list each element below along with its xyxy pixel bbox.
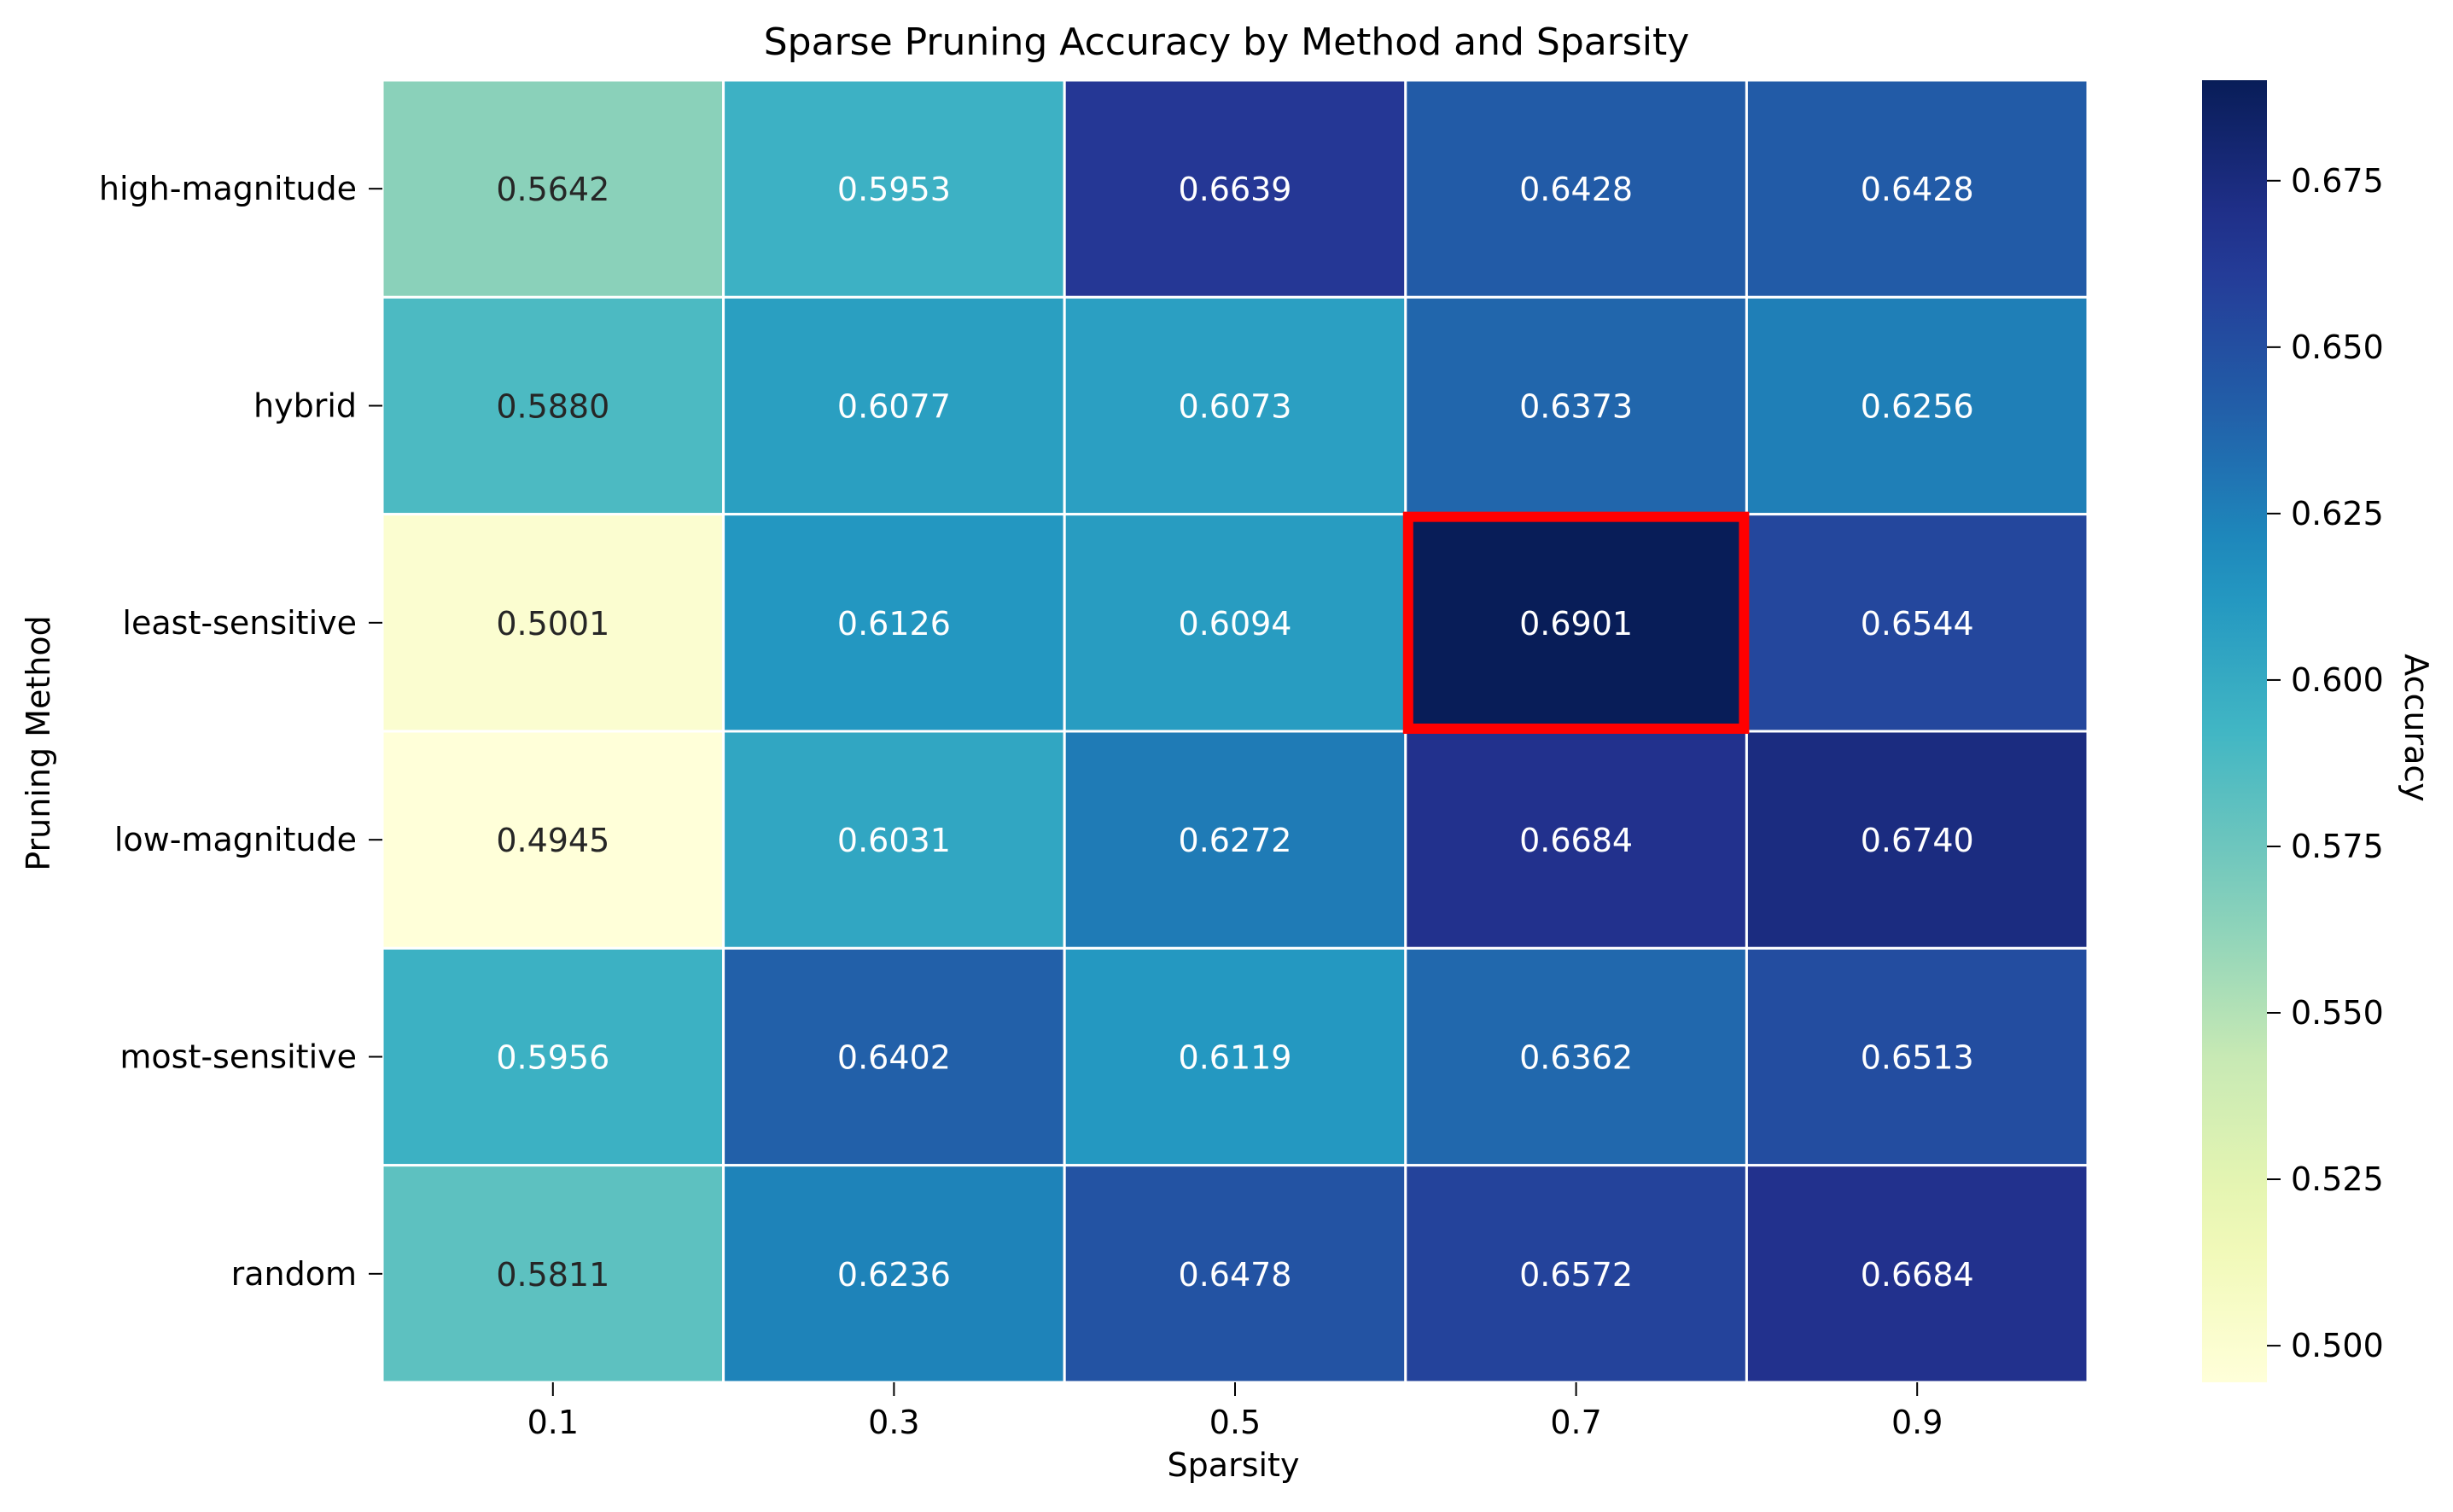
- cell-value-label: 0.5811: [496, 1256, 609, 1294]
- cell-value-label: 0.6362: [1519, 1039, 1633, 1077]
- x-tick-label: 0.1: [527, 1404, 579, 1441]
- cell-value-label: 0.6639: [1179, 171, 1292, 208]
- heatmap-cell: [1063, 79, 1407, 299]
- cell-value-label: 0.5880: [496, 388, 609, 426]
- heatmap-cell: [1745, 513, 2089, 733]
- y-tick-label: low-magnitude: [114, 821, 357, 858]
- x-axis-label: Sparsity: [1168, 1446, 1300, 1484]
- colorbar-label: Accuracy: [2398, 654, 2435, 802]
- cell-value-label: 0.6544: [1861, 605, 1974, 643]
- colorbar-tick-label: 0.525: [2291, 1160, 2384, 1198]
- colorbar-tick-label: 0.575: [2291, 828, 2384, 865]
- cell-value-label: 0.4945: [496, 822, 609, 859]
- cell-value-label: 0.6031: [837, 822, 951, 859]
- heatmap-cell: [1745, 79, 2089, 299]
- heatmap-cell: [722, 513, 1066, 733]
- heatmap-cell: [1063, 946, 1407, 1167]
- cell-value-label: 0.6684: [1519, 822, 1633, 859]
- heatmap-cell: [1745, 946, 2089, 1167]
- colorbar-tick-label: 0.500: [2291, 1327, 2384, 1364]
- heatmap-cell: [1063, 730, 1407, 950]
- heatmap-cell: [1404, 79, 1748, 299]
- cell-value-label: 0.6373: [1519, 388, 1633, 426]
- y-axis: high-magnitude hybrid least-sensitive low-m…: [99, 170, 382, 1293]
- colorbar-tick-label: 0.625: [2291, 495, 2384, 532]
- colorbar-tick-label: 0.675: [2291, 162, 2384, 200]
- cell-value-label: 0.6901: [1519, 605, 1633, 643]
- highlight-layer: [1402, 511, 1750, 735]
- cell-value-label: 0.6236: [837, 1256, 951, 1294]
- cell-value-label: 0.5956: [496, 1039, 609, 1077]
- x-tick-label: 0.7: [1550, 1404, 1601, 1441]
- heatmap-cell: [722, 79, 1066, 299]
- cell-value-label: 0.6094: [1179, 605, 1292, 643]
- y-tick-label: most-sensitive: [119, 1038, 357, 1076]
- cell-value-label: 0.6572: [1519, 1256, 1633, 1294]
- cell-value-label: 0.6256: [1861, 388, 1974, 426]
- heatmap-cell: [381, 79, 725, 299]
- colorbar-tick-label: 0.650: [2291, 329, 2384, 366]
- heatmap-cell: [381, 295, 725, 516]
- cell-value-label: 0.6478: [1179, 1256, 1292, 1294]
- heatmap-cell: [1404, 730, 1748, 950]
- cell-value-label: 0.6402: [837, 1039, 951, 1077]
- colorbar: 0.500 0.525 0.550 0.575 0.600 0.625 0.650 0.675: [2202, 80, 2384, 1382]
- cell-value-label: 0.6119: [1179, 1039, 1292, 1077]
- cell-value-label: 0.5642: [496, 171, 609, 208]
- heatmap-cell: [1745, 730, 2089, 950]
- x-axis: 0.1 0.3 0.5 0.7 0.9: [527, 1382, 1943, 1441]
- y-axis-label: Pruning Method: [20, 615, 57, 870]
- heatmap-cell: [722, 1164, 1066, 1384]
- heatmap-cells: 0.5642 0.5953 0.6639 0.6428 0.6428 0.5880 0.60…: [381, 79, 2089, 1384]
- cell-value-label: 0.5001: [496, 605, 609, 643]
- heatmap-cell: [1404, 1164, 1748, 1384]
- cell-value-label: 0.6740: [1861, 822, 1974, 859]
- x-tick-label: 0.3: [868, 1404, 919, 1441]
- heatmap-cell: [1745, 1164, 2089, 1384]
- cell-value-label: 0.6513: [1861, 1039, 1974, 1077]
- heatmap-cell: [1063, 1164, 1407, 1384]
- x-tick-label: 0.5: [1209, 1404, 1261, 1441]
- heatmap-cell: [1063, 513, 1407, 733]
- colorbar-gradient: [2202, 80, 2267, 1382]
- cell-value-label: 0.5953: [837, 171, 951, 208]
- cell-value-label: 0.6428: [1519, 171, 1633, 208]
- highlight-box: [1402, 511, 1750, 735]
- colorbar-tick-label: 0.600: [2291, 661, 2384, 699]
- cell-value-label: 0.6428: [1861, 171, 1974, 208]
- y-tick-label: hybrid: [253, 387, 357, 425]
- cell-value-label: 0.6073: [1179, 388, 1292, 426]
- cell-value-label: 0.6077: [837, 388, 951, 426]
- heatmap-cell: [1063, 295, 1407, 516]
- y-tick-label: random: [231, 1255, 357, 1293]
- chart-title: Sparse Pruning Accuracy by Method and Sp…: [764, 20, 1690, 64]
- heatmap-cell: [1745, 295, 2089, 516]
- y-tick-label: high-magnitude: [99, 170, 357, 207]
- cell-value-label: 0.6126: [837, 605, 951, 643]
- y-tick-label: least-sensitive: [122, 604, 357, 642]
- heatmap-cell: [381, 946, 725, 1167]
- heatmap-cell: [722, 730, 1066, 950]
- cell-value-label: 0.6684: [1861, 1256, 1974, 1294]
- heatmap-cell: [722, 946, 1066, 1167]
- cell-value-label: 0.6272: [1179, 822, 1292, 859]
- colorbar-tick-label: 0.550: [2291, 994, 2384, 1032]
- x-tick-label: 0.9: [1891, 1404, 1943, 1441]
